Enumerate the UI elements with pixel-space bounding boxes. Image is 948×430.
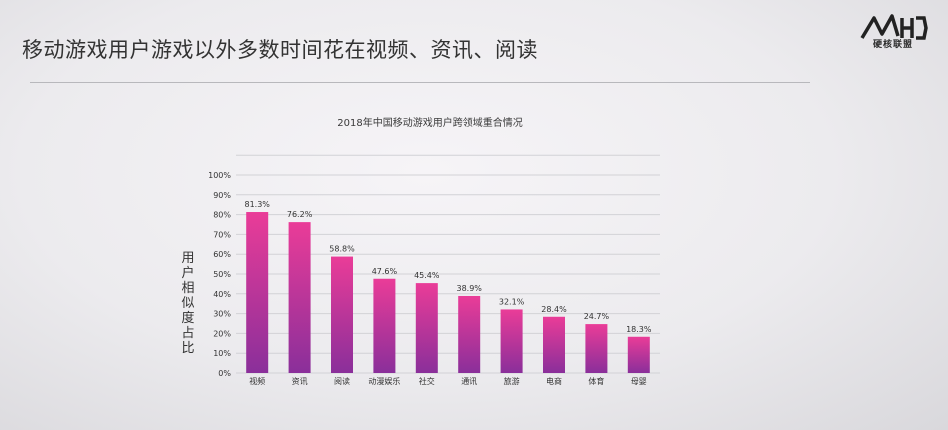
bar bbox=[246, 212, 269, 373]
x-tick-label: 视频 bbox=[249, 376, 265, 386]
bar bbox=[415, 283, 438, 373]
y-tick-label: 90% bbox=[213, 191, 231, 200]
y-tick-label: 80% bbox=[213, 211, 231, 220]
bar bbox=[500, 309, 523, 373]
y-axis-label: 户 bbox=[181, 265, 194, 281]
bar bbox=[585, 324, 608, 373]
y-tick-label: 100% bbox=[208, 171, 231, 180]
y-axis-label: 相 bbox=[181, 281, 194, 296]
x-tick-label: 社交 bbox=[419, 376, 435, 386]
logo-icon bbox=[860, 14, 928, 40]
data-label: 38.9% bbox=[456, 284, 482, 293]
data-label: 76.2% bbox=[287, 210, 313, 219]
bar bbox=[288, 222, 311, 373]
x-tick-label: 体育 bbox=[588, 376, 604, 386]
y-axis-label: 度 bbox=[181, 310, 194, 326]
data-label: 32.1% bbox=[499, 297, 525, 306]
logo-text: 硬核联盟 bbox=[872, 40, 913, 50]
bar bbox=[627, 336, 650, 373]
bar bbox=[373, 278, 396, 373]
x-tick-label: 动漫娱乐 bbox=[368, 376, 400, 386]
y-tick-label: 70% bbox=[213, 230, 231, 239]
data-label: 28.4% bbox=[541, 305, 567, 314]
x-tick-label: 母婴 bbox=[631, 377, 647, 386]
bar bbox=[458, 295, 481, 373]
x-tick-label: 通讯 bbox=[461, 376, 477, 386]
y-axis-label: 占 bbox=[181, 326, 194, 341]
x-tick-label: 阅读 bbox=[334, 376, 350, 386]
data-label: 81.3% bbox=[244, 200, 270, 209]
y-tick-label: 50% bbox=[213, 270, 231, 279]
x-tick-label: 资讯 bbox=[292, 376, 308, 386]
y-tick-label: 40% bbox=[213, 290, 231, 299]
y-axis-label: 用 bbox=[181, 251, 194, 266]
y-axis-label: 似 bbox=[181, 296, 194, 311]
data-label: 45.4% bbox=[414, 271, 440, 280]
bar bbox=[331, 256, 353, 373]
data-label: 47.6% bbox=[372, 267, 398, 276]
bar bbox=[543, 316, 565, 373]
slide-title: 移动游戏用户游戏以外多数时间花在视频、资讯、阅读 bbox=[22, 38, 538, 62]
y-axis-label: 比 bbox=[181, 341, 194, 356]
chart-title: 2018年中国移动游戏用户跨领域重合情况 bbox=[337, 116, 522, 129]
y-tick-label: 20% bbox=[213, 329, 231, 338]
y-tick-label: 0% bbox=[218, 369, 231, 378]
y-tick-label: 30% bbox=[213, 310, 231, 319]
data-label: 18.3% bbox=[626, 325, 652, 334]
x-tick-label: 电商 bbox=[546, 376, 562, 386]
x-tick-label: 旅游 bbox=[504, 376, 520, 386]
data-label: 58.8% bbox=[329, 245, 355, 254]
y-tick-label: 60% bbox=[213, 250, 231, 259]
y-tick-label: 10% bbox=[213, 349, 231, 358]
data-label: 24.7% bbox=[584, 312, 610, 321]
title-divider bbox=[30, 82, 810, 83]
